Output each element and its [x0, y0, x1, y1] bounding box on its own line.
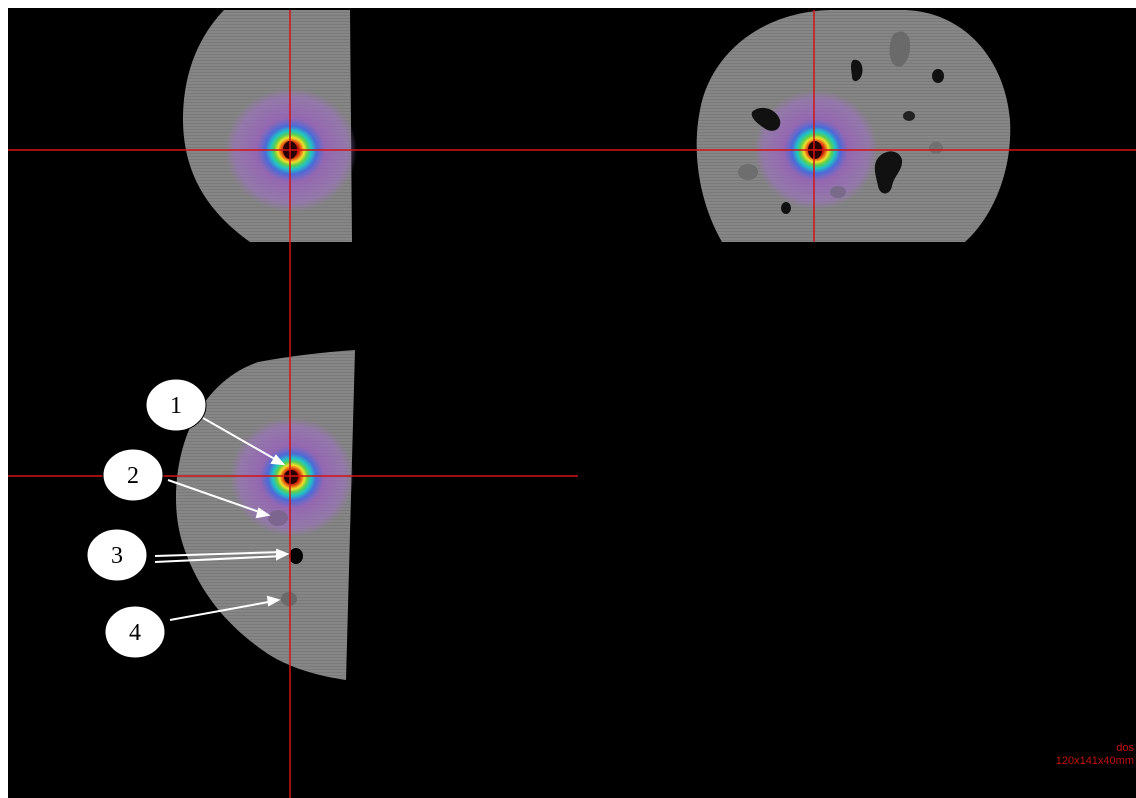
callout-arrows	[154, 417, 290, 621]
axial-view	[696, 10, 1011, 242]
coronal-inclusion-4	[281, 592, 297, 606]
axial-inclusion	[738, 164, 758, 180]
dose-readout-label: dos	[1116, 742, 1134, 754]
callout-1: 1	[145, 378, 207, 432]
axial-cavity	[751, 107, 781, 131]
axial-cavity	[932, 69, 944, 83]
callout-bubble	[102, 448, 164, 502]
axial-cavity	[903, 111, 915, 121]
axial-cavity	[851, 59, 863, 82]
arrow-4	[169, 600, 275, 621]
arrow-2	[167, 479, 266, 515]
axial-inclusion	[929, 142, 943, 154]
coronal-source	[284, 470, 298, 484]
callout-bubble	[145, 378, 207, 432]
arrow-1	[202, 417, 281, 463]
callout-label: 4	[129, 620, 141, 646]
arrow-3b	[154, 555, 284, 563]
callout-3: 3	[86, 528, 148, 582]
axial-inclusion	[889, 31, 911, 67]
volume-dimensions-readout: 120x141x40mm	[1055, 755, 1134, 767]
axial-cavity	[781, 202, 791, 214]
arrowhead-1	[270, 454, 286, 466]
sagittal-view	[182, 10, 357, 242]
axial-inclusion	[830, 186, 846, 198]
coronal-cavity-3	[289, 548, 303, 564]
axial-cavity	[874, 151, 903, 194]
arrowhead-2	[255, 507, 271, 519]
callout-label: 3	[111, 543, 123, 569]
arrowhead-3	[276, 548, 290, 561]
arrowhead-4	[266, 595, 281, 607]
callout-label: 1	[170, 393, 182, 419]
callout-2: 2	[102, 448, 164, 502]
coronal-inclusion-2	[268, 510, 288, 526]
callout-bubble	[104, 605, 166, 659]
callout-label: 2	[127, 463, 139, 489]
arrow-3a	[154, 551, 284, 557]
callout-4: 4	[104, 605, 166, 659]
callout-bubble	[86, 528, 148, 582]
